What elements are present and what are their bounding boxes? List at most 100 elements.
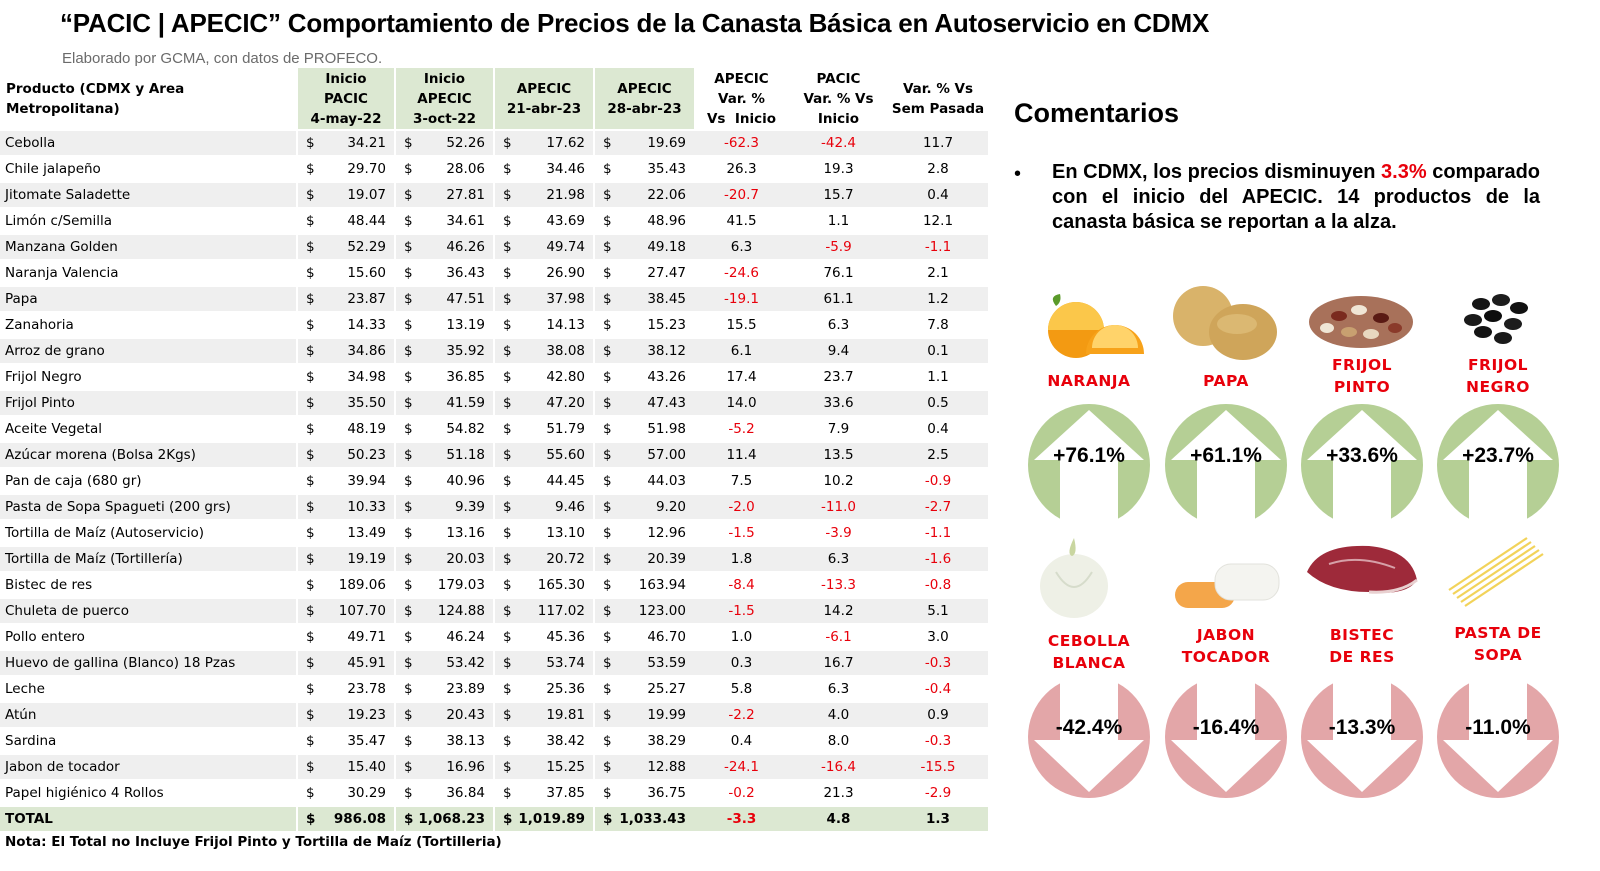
up-circle: +76.1% — [1028, 404, 1150, 526]
product-name: Papel higiénico 4 Rollos — [0, 780, 297, 807]
arrow-up-icon — [1171, 410, 1281, 526]
variation-cell: 6.3 — [789, 676, 888, 703]
price-cell: $20.43 — [394, 702, 494, 729]
price-cell: $189.06 — [296, 572, 395, 599]
table-row: Bistec de res $189.06 $179.03 $165.30 $163.9… — [0, 572, 988, 599]
up-circle: +23.7% — [1437, 404, 1559, 526]
price-table: Producto (CDMX y Area Metropolitana) Ini… — [0, 68, 988, 833]
variation-cell: 0.4 — [888, 182, 988, 209]
variation-cell: -1.1 — [888, 520, 988, 547]
card-pasta-de-sopa: PASTA DE SOPA -11.0% — [1435, 532, 1561, 798]
price-cell: $43.69 — [493, 208, 594, 235]
price-cell: $45.36 — [493, 624, 594, 651]
card-papa: PAPA +61.1% — [1163, 282, 1289, 526]
product-name: Cebolla — [0, 130, 297, 157]
variation-cell: -5.2 — [694, 416, 789, 443]
price-cell: $34.98 — [296, 364, 395, 391]
pinto-beans-icon — [1309, 296, 1413, 348]
price-cell: $1,033.43 — [593, 806, 694, 833]
variation-cell: -42.4 — [789, 130, 888, 157]
price-cell: $44.03 — [593, 468, 694, 495]
product-name: Jabon de tocador — [0, 754, 297, 781]
price-cell: $30.29 — [296, 780, 395, 807]
up-circle: +33.6% — [1301, 404, 1423, 526]
variation-cell: 13.5 — [789, 442, 888, 469]
price-cell: $38.45 — [593, 286, 694, 313]
price-cell: $19.19 — [296, 546, 395, 573]
variation-cell: 4.0 — [789, 702, 888, 729]
table-row: Tortilla de Maíz (Autoservicio) $13.49 $13… — [0, 520, 988, 547]
card-label: PASTA DE SOPA — [1454, 624, 1542, 664]
table-row: Cebolla $34.21 $52.26 $17.62 $19.69 -62.3 -42.… — [0, 130, 988, 157]
table-row: Tortilla de Maíz (Tortillería) $19.19 $20.… — [0, 546, 988, 573]
comments-title: Comentarios — [1014, 98, 1180, 128]
variation-cell: 8.0 — [789, 728, 888, 755]
potato-icon — [1173, 286, 1277, 360]
card-naranja: NARANJA +76.1% — [1026, 282, 1152, 526]
comment-text: En CDMX, los precios disminuyen 3.3% com… — [1052, 161, 1540, 233]
variation-cell: -3.9 — [789, 520, 888, 547]
variation-cell: -11.0 — [789, 494, 888, 521]
price-cell: $29.70 — [296, 156, 395, 183]
variation-cell: 6.3 — [789, 546, 888, 573]
up-circle: +61.1% — [1165, 404, 1287, 526]
price-cell: $43.26 — [593, 364, 694, 391]
price-cell: $47.51 — [394, 286, 494, 313]
price-cell: $15.25 — [493, 754, 594, 781]
product-name: Bistec de res — [0, 572, 297, 599]
price-cell: $20.72 — [493, 546, 594, 573]
price-cell: $38.29 — [593, 728, 694, 755]
price-cell: $13.49 — [296, 520, 395, 547]
variation-cell: -1.6 — [888, 546, 988, 573]
price-cell: $9.46 — [493, 494, 594, 521]
price-cell: $37.98 — [493, 286, 594, 313]
price-cell: $37.85 — [493, 780, 594, 807]
price-cell: $16.96 — [394, 754, 494, 781]
price-cell: $47.20 — [493, 390, 594, 417]
arrow-up-icon — [1443, 410, 1553, 526]
card-label: CEBOLLA BLANCA — [1047, 632, 1131, 672]
product-name: TOTAL — [0, 806, 297, 833]
steak-icon — [1307, 545, 1418, 594]
price-cell: $23.87 — [296, 286, 395, 313]
price-table-body: Cebolla $34.21 $52.26 $17.62 $19.69 -62.3 -42.… — [0, 130, 988, 833]
price-cell: $28.06 — [394, 156, 494, 183]
price-cell: $15.40 — [296, 754, 395, 781]
variation-cell: -62.3 — [694, 130, 789, 157]
variation-cell: 1.0 — [694, 624, 789, 651]
product-name: Chuleta de puerco — [0, 598, 297, 625]
price-cell: $19.69 — [593, 130, 694, 157]
table-row: Arroz de grano $34.86 $35.92 $38.08 $38.12 6.… — [0, 338, 988, 365]
arrow-down-icon — [1307, 676, 1417, 792]
price-cell: $23.78 — [296, 676, 395, 703]
price-cell: $53.74 — [493, 650, 594, 677]
variation-cell: 6.3 — [694, 234, 789, 261]
table-row: Sardina $35.47 $38.13 $38.42 $38.29 0.4 8.0 -0.… — [0, 728, 988, 755]
table-row: Aceite Vegetal $48.19 $54.82 $51.79 $51.98 -5… — [0, 416, 988, 443]
table-row: Pasta de Sopa Spagueti (200 grs) $10.33 $9… — [0, 494, 988, 521]
product-name: Arroz de grano — [0, 338, 297, 365]
comment-highlight: 3.3% — [1381, 161, 1427, 183]
variation-cell: 16.7 — [789, 650, 888, 677]
price-cell: $179.03 — [394, 572, 494, 599]
card-frijol-pinto: FRIJOL PINTO +33.6% — [1299, 282, 1425, 526]
percent-value: +76.1% — [1053, 444, 1125, 467]
price-cell: $123.00 — [593, 598, 694, 625]
variation-cell: 1.3 — [888, 806, 988, 833]
price-cell: $34.61 — [394, 208, 494, 235]
product-name: Naranja Valencia — [0, 260, 297, 287]
variation-cell: 5.1 — [888, 598, 988, 625]
product-name: Pan de caja (680 gr) — [0, 468, 297, 495]
price-cell: $35.92 — [394, 338, 494, 365]
variation-cell: -0.8 — [888, 572, 988, 599]
price-cell: $117.02 — [493, 598, 594, 625]
price-cell: $26.90 — [493, 260, 594, 287]
price-cell: $27.81 — [394, 182, 494, 209]
variation-cell: -20.7 — [694, 182, 789, 209]
price-cell: $14.13 — [493, 312, 594, 339]
price-cell: $48.96 — [593, 208, 694, 235]
variation-cell: -8.4 — [694, 572, 789, 599]
card-label: FRIJOL PINTO — [1331, 356, 1393, 396]
price-cell: $1,019.89 — [493, 806, 594, 833]
price-cell: $57.00 — [593, 442, 694, 469]
